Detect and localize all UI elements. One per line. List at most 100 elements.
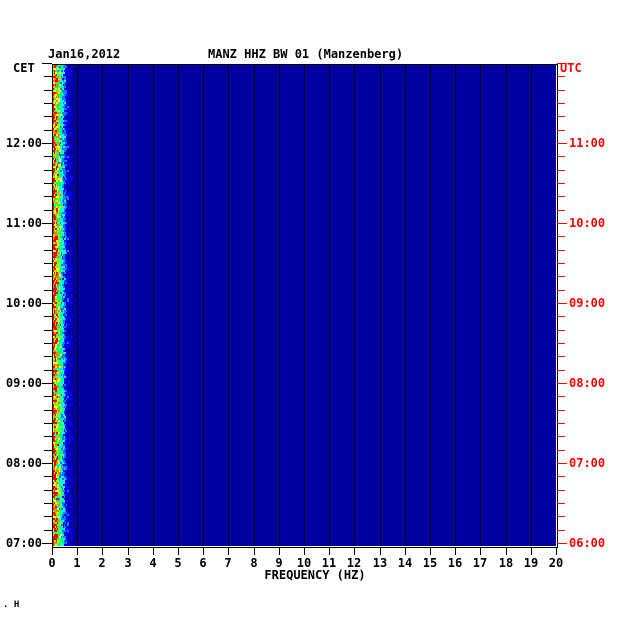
- spectrogram-cell: [58, 362, 60, 364]
- spectrogram-cell: [66, 326, 67, 328]
- spectrogram-cell: [64, 456, 66, 458]
- spectrogram-cell: [59, 364, 61, 366]
- spectrogram-cell: [57, 310, 58, 312]
- spectrogram-cell: [65, 254, 67, 256]
- spectrogram-cell: [63, 234, 64, 236]
- spectrogram-cell: [63, 226, 65, 228]
- spectrogram-row: [52, 274, 556, 276]
- spectrogram-cell: [67, 128, 69, 130]
- spectrogram-row: [52, 120, 556, 122]
- spectrogram-cell: [59, 374, 61, 376]
- spectrogram-cell: [54, 508, 55, 510]
- spectrogram-cell: [69, 80, 71, 82]
- spectrogram-cell: [60, 194, 61, 196]
- spectrogram-cell: [58, 406, 59, 408]
- spectrogram-cell: [64, 312, 65, 314]
- spectrogram-cell: [59, 300, 60, 302]
- spectrogram-cell: [54, 348, 55, 350]
- spectrogram-cell: [63, 442, 65, 444]
- spectrogram-cell: [59, 190, 61, 192]
- spectrogram-cell: [57, 244, 59, 246]
- spectrogram-cell: [59, 476, 61, 478]
- spectrogram-cell: [61, 286, 63, 288]
- spectrogram-cell: [56, 106, 57, 108]
- spectrogram-cell: [64, 392, 65, 394]
- right-minor-tick: [557, 130, 565, 131]
- spectrogram-cell: [63, 500, 65, 502]
- spectrogram-cell: [66, 406, 67, 408]
- spectrogram-cell: [56, 418, 58, 420]
- spectrogram-cell: [54, 76, 56, 78]
- spectrogram-cell: [64, 378, 66, 380]
- spectrogram-cell: [60, 280, 61, 282]
- spectrogram-cell: [55, 480, 56, 482]
- spectrogram-cell: [66, 200, 67, 202]
- spectrogram-row: [52, 506, 556, 508]
- spectrogram-cell: [62, 96, 64, 98]
- spectrogram-cell: [52, 224, 54, 226]
- spectrogram-cell: [55, 360, 56, 362]
- spectrogram-cell: [64, 150, 66, 152]
- spectrogram-cell: [62, 212, 64, 214]
- spectrogram-cell: [53, 108, 55, 110]
- spectrogram-row: [52, 140, 556, 142]
- spectrogram-cell: [54, 406, 56, 408]
- spectrogram-cell: [56, 66, 57, 68]
- spectrogram-cell: [57, 456, 58, 458]
- spectrogram-cell: [66, 82, 67, 84]
- spectrogram-cell: [54, 502, 55, 504]
- spectrogram-cell: [57, 372, 59, 374]
- spectrogram-cell: [52, 136, 54, 138]
- spectrogram-cell: [54, 500, 56, 502]
- spectrogram-cell: [69, 346, 71, 348]
- spectrogram-cell: [66, 224, 67, 226]
- spectrogram-cell: [66, 86, 67, 88]
- spectrogram-cell: [60, 386, 62, 388]
- spectrogram-cell: [67, 176, 69, 178]
- spectrogram-cell: [52, 256, 54, 258]
- spectrogram-cell: [61, 112, 62, 114]
- spectrogram-cell: [69, 92, 71, 94]
- spectrogram-row: [52, 456, 556, 458]
- spectrogram-cell: [65, 146, 67, 148]
- spectrogram-cell: [58, 490, 59, 492]
- spectrogram-cell: [54, 140, 56, 142]
- spectrogram-cell: [64, 78, 66, 80]
- spectrogram-cell: [63, 164, 64, 166]
- spectrogram-row: [52, 426, 556, 428]
- spectrogram-cell: [55, 200, 56, 202]
- spectrogram-cell: [64, 278, 66, 280]
- spectrogram-cell: [59, 330, 60, 332]
- spectrogram-cell: [59, 188, 60, 190]
- spectrogram-cell: [61, 446, 62, 448]
- spectrogram-cell: [57, 474, 58, 476]
- spectrogram-cell: [59, 444, 61, 446]
- right-hour-tick: [557, 383, 567, 384]
- spectrogram-cell: [65, 246, 66, 248]
- spectrogram-cell: [56, 158, 58, 160]
- spectrogram-cell: [58, 88, 60, 90]
- spectrogram-cell: [66, 168, 67, 170]
- spectrogram-cell: [54, 268, 56, 270]
- spectrogram-cell: [60, 144, 61, 146]
- spectrogram-cell: [60, 114, 62, 116]
- spectrogram-cell: [63, 480, 65, 482]
- spectrogram-cell: [69, 250, 71, 252]
- spectrogram-row: [52, 318, 556, 320]
- gridline-9hz: [279, 64, 280, 546]
- spectrogram-cell: [52, 300, 54, 302]
- spectrogram-cell: [61, 296, 62, 298]
- spectrogram-cell: [62, 312, 64, 314]
- spectrogram-cell: [55, 178, 56, 180]
- spectrogram-cell: [64, 64, 66, 66]
- spectrogram-cell: [60, 494, 62, 496]
- spectrogram-cell: [59, 226, 60, 228]
- spectrogram-cell: [59, 212, 61, 214]
- spectrogram-cell: [55, 260, 57, 262]
- spectrogram-cell: [54, 150, 55, 152]
- spectrogram-cell: [58, 310, 60, 312]
- spectrogram-cell: [60, 346, 61, 348]
- spectrogram-cell: [63, 466, 65, 468]
- spectrogram-plot[interactable]: [52, 64, 556, 546]
- spectrogram-cell: [55, 150, 57, 152]
